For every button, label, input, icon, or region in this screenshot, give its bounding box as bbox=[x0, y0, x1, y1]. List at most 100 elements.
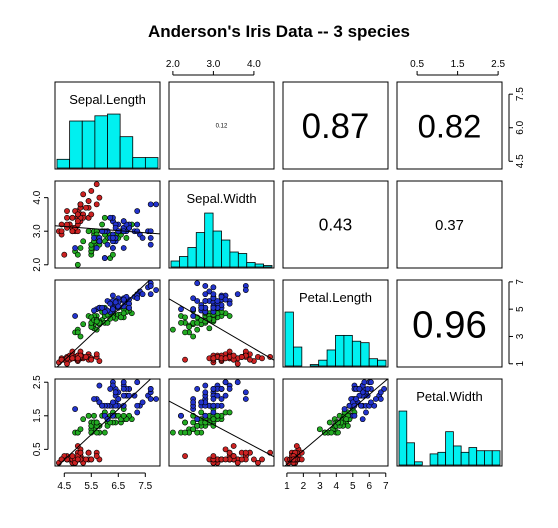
point-virginica bbox=[190, 399, 197, 406]
point-setosa bbox=[238, 354, 245, 360]
point-virginica bbox=[368, 399, 374, 406]
point-versicolor bbox=[99, 221, 105, 228]
point-versicolor bbox=[74, 329, 81, 336]
panel-petal-length-vs-sepal-length bbox=[54, 279, 161, 368]
point-versicolor bbox=[226, 313, 233, 319]
point-setosa bbox=[238, 456, 245, 463]
histogram-bar-sepal-width bbox=[254, 263, 264, 268]
point-versicolor bbox=[110, 251, 116, 258]
point-virginica bbox=[120, 296, 127, 303]
bottom-tick-label-sepal-length: 6.5 bbox=[111, 481, 125, 492]
point-setosa bbox=[230, 443, 237, 449]
correlation-sepal-width-petal-width: 0.37 bbox=[435, 218, 464, 234]
point-setosa bbox=[210, 355, 217, 362]
point-setosa bbox=[80, 191, 87, 198]
point-versicolor bbox=[194, 429, 201, 436]
point-virginica bbox=[198, 304, 205, 311]
variable-label-sepal-length: Sepal.Length bbox=[69, 92, 146, 107]
right-tick-label-petal-length: 7 bbox=[515, 279, 526, 285]
point-versicolor bbox=[198, 409, 205, 416]
top-tick-label-sepal-width: 4.0 bbox=[247, 59, 261, 70]
point-virginica bbox=[226, 300, 233, 307]
point-virginica bbox=[110, 306, 116, 313]
point-setosa bbox=[226, 449, 233, 456]
point-versicolor bbox=[335, 419, 341, 426]
histogram-bar-sepal-length bbox=[107, 113, 121, 169]
point-virginica bbox=[202, 283, 209, 289]
point-virginica bbox=[190, 295, 197, 302]
fit-line-sepal-width-vs-sepal-length bbox=[55, 225, 160, 235]
fit-line-petal-width-vs-sepal-length bbox=[56, 379, 152, 466]
point-virginica bbox=[198, 399, 205, 406]
point-virginica bbox=[242, 287, 249, 293]
point-setosa bbox=[234, 360, 241, 367]
point-versicolor bbox=[194, 422, 201, 429]
point-versicolor bbox=[194, 326, 201, 333]
point-versicolor bbox=[80, 238, 87, 245]
histogram-bar-petal-length bbox=[360, 342, 370, 367]
point-versicolor bbox=[316, 426, 323, 433]
point-virginica bbox=[202, 389, 209, 396]
point-virginica bbox=[147, 396, 154, 402]
point-virginica bbox=[178, 412, 184, 419]
point-versicolor bbox=[169, 429, 176, 436]
point-virginica bbox=[222, 379, 229, 386]
point-virginica bbox=[110, 235, 116, 241]
point-versicolor bbox=[118, 314, 124, 321]
point-virginica bbox=[210, 402, 217, 409]
point-virginica bbox=[381, 386, 388, 392]
point-virginica bbox=[147, 386, 154, 392]
point-virginica bbox=[234, 379, 241, 386]
point-virginica bbox=[147, 235, 154, 241]
point-setosa bbox=[259, 355, 265, 362]
point-virginica bbox=[147, 283, 154, 289]
left-tick-label-sepal-width: 4.0 bbox=[32, 190, 43, 204]
correlation-sepal-length-petal-width: 0.82 bbox=[418, 107, 482, 144]
histogram-bar-petal-width bbox=[484, 450, 493, 466]
point-versicolor bbox=[182, 429, 188, 436]
point-virginica bbox=[120, 379, 127, 386]
point-setosa bbox=[182, 356, 188, 363]
panel-sepal-length-vs-sepal-width bbox=[168, 81, 275, 170]
bottom-tick-label-petal-length: 2 bbox=[301, 481, 307, 492]
top-tick-label-petal-width: 0.5 bbox=[410, 59, 424, 70]
histogram-bar-petal-length bbox=[368, 358, 378, 367]
point-setosa bbox=[88, 356, 95, 363]
point-virginica bbox=[112, 299, 119, 306]
point-virginica bbox=[222, 296, 229, 303]
point-setosa bbox=[259, 456, 265, 463]
point-versicolor bbox=[93, 419, 100, 426]
point-setosa bbox=[77, 449, 84, 456]
panel-petal-length-vs-petal-length bbox=[282, 279, 389, 368]
point-versicolor bbox=[190, 333, 197, 340]
point-virginica bbox=[139, 399, 146, 406]
point-versicolor bbox=[206, 315, 213, 322]
correlation-sepal-width-petal-length: 0.43 bbox=[319, 215, 352, 235]
fit-line-petal-length-vs-sepal-length bbox=[56, 280, 151, 367]
point-versicolor bbox=[85, 412, 92, 419]
point-versicolor bbox=[101, 429, 108, 436]
point-virginica bbox=[107, 300, 114, 307]
point-virginica bbox=[99, 402, 105, 409]
point-setosa bbox=[74, 443, 81, 449]
panel-sepal-length-vs-petal-width bbox=[396, 81, 503, 170]
correlation-sepal-length-sepal-width: 0.12 bbox=[216, 124, 228, 130]
point-virginica bbox=[134, 295, 141, 302]
histogram-bar-sepal-width bbox=[246, 262, 256, 268]
correlation-petal-length-petal-width: 0.96 bbox=[412, 303, 487, 346]
point-setosa bbox=[93, 351, 100, 358]
histogram-bar-sepal-length bbox=[94, 115, 108, 169]
histogram-bar-petal-length bbox=[318, 359, 328, 367]
histogram-bar-petal-length bbox=[377, 359, 387, 367]
point-virginica bbox=[222, 392, 229, 399]
histogram-bar-petal-width bbox=[406, 442, 415, 466]
point-setosa bbox=[234, 459, 241, 466]
point-versicolor bbox=[194, 319, 201, 326]
panel-sepal-length-vs-sepal-length bbox=[54, 81, 161, 170]
histogram-bar-petal-width bbox=[452, 445, 462, 466]
point-setosa bbox=[69, 355, 76, 362]
point-setosa bbox=[85, 198, 92, 204]
point-setosa bbox=[222, 456, 229, 463]
point-virginica bbox=[93, 245, 100, 251]
